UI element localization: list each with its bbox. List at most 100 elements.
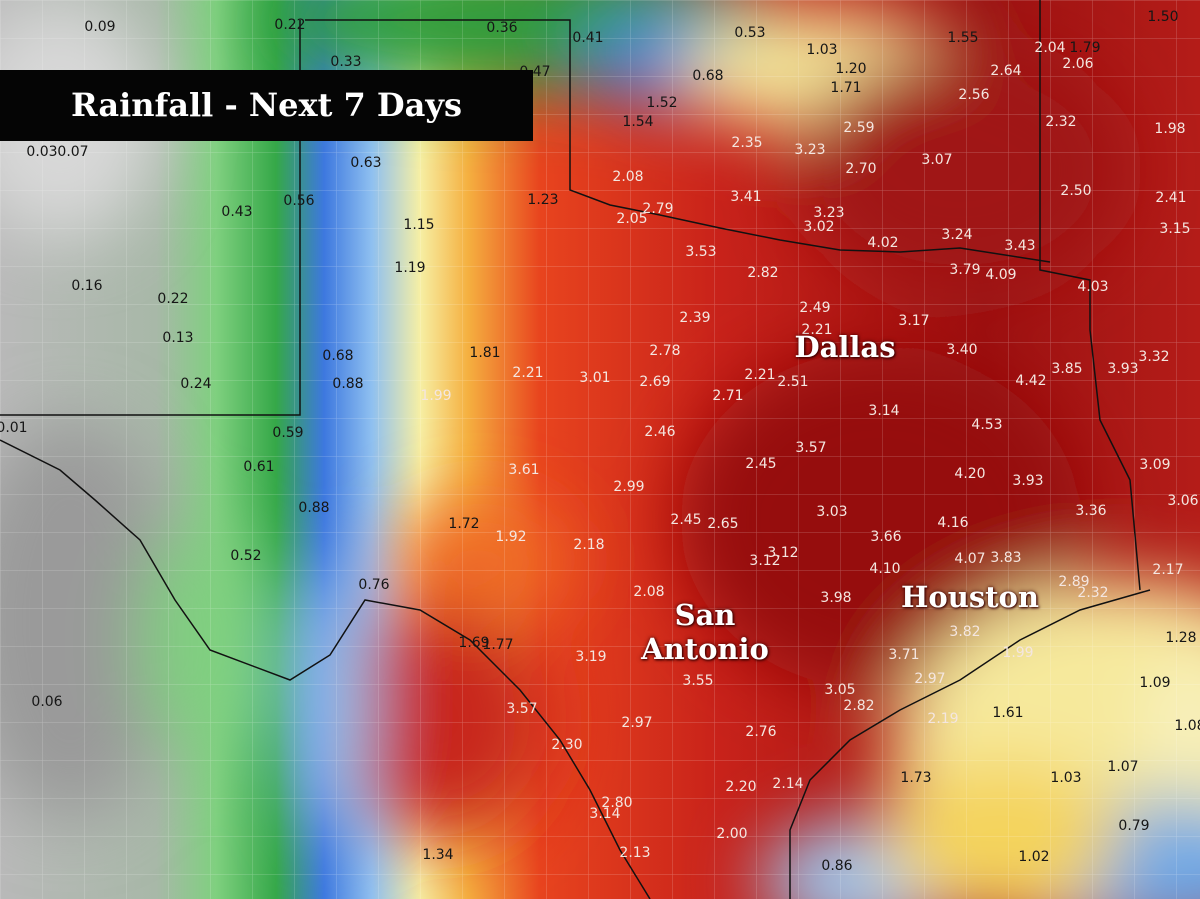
rainfall-label: 3.55	[682, 673, 713, 689]
rainfall-label: 2.06	[1062, 56, 1093, 72]
rainfall-label: 2.39	[679, 310, 710, 326]
rainfall-label: 1.54	[622, 114, 653, 130]
rainfall-label: 2.56	[958, 87, 989, 103]
rainfall-label: 2.97	[914, 671, 945, 687]
rainfall-label: 1.03	[1050, 770, 1081, 786]
border-nm	[0, 20, 301, 416]
rainfall-label: 0.33	[330, 54, 361, 70]
rainfall-label: 0.88	[332, 376, 363, 392]
rainfall-label: 0.01	[0, 420, 28, 436]
rainfall-label: 3.14	[589, 806, 620, 822]
rainfall-label: 1.03	[806, 42, 837, 58]
rainfall-label: 2.13	[619, 845, 650, 861]
rainfall-label: 2.45	[670, 512, 701, 528]
rainfall-label: 3.15	[1159, 221, 1190, 237]
rainfall-label: 3.23	[794, 142, 825, 158]
rainfall-label: 1.69	[458, 635, 489, 651]
rainfall-label: 2.59	[843, 120, 874, 136]
rainfall-label: 2.45	[745, 456, 776, 472]
rainfall-label: 2.82	[843, 698, 874, 714]
rainfall-label: 2.05	[616, 211, 647, 227]
rainfall-label: 2.78	[649, 343, 680, 359]
rainfall-label: 4.09	[985, 267, 1016, 283]
border-ok	[305, 19, 1051, 263]
rainfall-label: 2.14	[772, 776, 803, 792]
rainfall-label: 1.77	[482, 637, 513, 653]
rainfall-label: 2.00	[716, 826, 747, 842]
coast	[789, 589, 1151, 899]
rainfall-label: 3.93	[1012, 473, 1043, 489]
rainfall-label: 2.08	[633, 584, 664, 600]
rainfall-label: 4.53	[971, 417, 1002, 433]
rainfall-label: 2.89	[1058, 574, 1089, 590]
rainfall-label: 2.19	[927, 711, 958, 727]
rainfall-label: 1.99	[420, 388, 451, 404]
rainfall-label: 1.23	[527, 192, 558, 208]
rainfall-label: 2.64	[990, 63, 1021, 79]
rainfall-label: 0.24	[180, 376, 211, 392]
rainfall-label: 2.79	[642, 201, 673, 217]
rainfall-label: 3.09	[1139, 457, 1170, 473]
rainfall-label: 3.01	[579, 370, 610, 386]
rainfall-label: 1.98	[1154, 121, 1185, 137]
rainfall-label: 3.14	[868, 403, 899, 419]
rainfall-label: 3.85	[1051, 361, 1082, 377]
rainfall-label: 4.03	[1077, 279, 1108, 295]
rainfall-label: 0.43	[221, 204, 252, 220]
rainfall-label: 3.71	[888, 647, 919, 663]
rainfall-label: 3.79	[949, 262, 980, 278]
rainfall-label: 2.97	[621, 715, 652, 731]
rainfall-label: 0.52	[230, 548, 261, 564]
rainfall-label: 4.42	[1015, 373, 1046, 389]
rainfall-label: 3.02	[803, 219, 834, 235]
rainfall-label: 3.06	[1167, 493, 1198, 509]
rainfall-label: 1.81	[469, 345, 500, 361]
rainfall-label: 1.72	[448, 516, 479, 532]
rainfall-label: 1.61	[992, 705, 1023, 721]
rainfall-label: 3.36	[1075, 503, 1106, 519]
rainfall-label: 4.02	[867, 235, 898, 251]
rio-grande	[0, 439, 651, 899]
rainfall-label: 0.88	[298, 500, 329, 516]
rainfall-label: 3.53	[685, 244, 716, 260]
rainfall-label: 1.02	[1018, 849, 1049, 865]
rainfall-label: 1.73	[900, 770, 931, 786]
rainfall-label: 2.69	[639, 374, 670, 390]
rainfall-label: 3.82	[949, 624, 980, 640]
borders	[0, 0, 1151, 899]
rainfall-label: 1.07	[1107, 759, 1138, 775]
border-east	[1039, 0, 1141, 591]
rainfall-label: 2.70	[845, 161, 876, 177]
rainfall-label: 3.07	[921, 152, 952, 168]
rainfall-label: 4.07	[954, 551, 985, 567]
rainfall-label: 3.57	[795, 440, 826, 456]
rainfall-label: 1.50	[1147, 9, 1178, 25]
rainfall-label: 0.07	[57, 144, 88, 160]
title: Rainfall - Next 7 Days	[0, 70, 533, 141]
rainfall-label: 3.12	[767, 545, 798, 561]
rainfall-label: 3.19	[575, 649, 606, 665]
rainfall-label: 0.22	[157, 291, 188, 307]
city-label: Dallas	[794, 330, 896, 364]
rainfall-label: 2.04	[1034, 40, 1065, 56]
rainfall-label: 2.49	[799, 300, 830, 316]
rainfall-label: 2.21	[512, 365, 543, 381]
rainfall-label: 2.08	[612, 169, 643, 185]
rainfall-label: 2.76	[745, 724, 776, 740]
rainfall-label: 0.68	[322, 348, 353, 364]
rainfall-label: 3.93	[1107, 361, 1138, 377]
rainfall-label: 2.41	[1155, 190, 1186, 206]
rainfall-label: 3.17	[898, 313, 929, 329]
rainfall-label: 1.15	[403, 217, 434, 233]
rainfall-label: 0.06	[31, 694, 62, 710]
rainfall-label: 3.66	[870, 529, 901, 545]
rainfall-label: 3.98	[820, 590, 851, 606]
rainfall-label: 0.36	[486, 20, 517, 36]
rainfall-label: 0.79	[1118, 818, 1149, 834]
rainfall-label: 2.35	[731, 135, 762, 151]
rainfall-label: 2.46	[644, 424, 675, 440]
rainfall-label: 1.34	[422, 847, 453, 863]
rainfall-label: 1.92	[495, 529, 526, 545]
